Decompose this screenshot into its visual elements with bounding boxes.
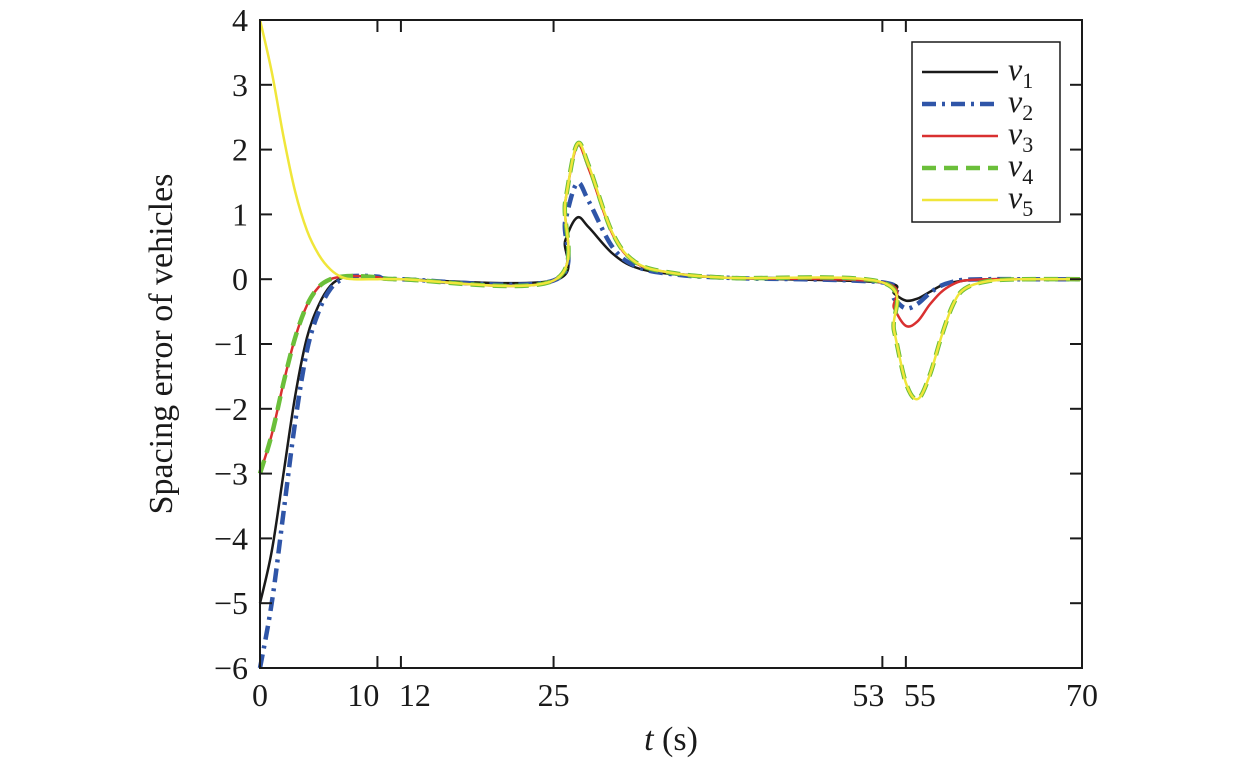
- y-tick-label: −6: [214, 650, 248, 686]
- x-tick-label: 55: [904, 677, 936, 713]
- y-tick-label: 2: [232, 132, 248, 168]
- legend-label-v1: v1: [1008, 51, 1033, 93]
- legend-label-v2: v2: [1008, 83, 1033, 125]
- x-tick-label: 53: [852, 677, 884, 713]
- y-tick-label: −1: [214, 326, 248, 362]
- series-lines: [257, 19, 1083, 669]
- x-tick-label: 10: [347, 677, 379, 713]
- y-tick-label: −2: [214, 391, 248, 427]
- x-tick-label: 0: [252, 677, 268, 713]
- x-tick-label: 70: [1066, 677, 1098, 713]
- x-tick-label: 12: [399, 677, 431, 713]
- legend-label-v3: v3: [1008, 115, 1033, 157]
- x-axis-unit: (s): [654, 721, 698, 758]
- y-tick-labels: 4 3 2 1 0 −1 −2 −3 −4 −5 −6: [214, 2, 248, 686]
- y-axis-label: Spacing error of vehicles: [143, 174, 180, 515]
- y-tick-label: −3: [214, 456, 248, 492]
- legend-box: [911, 41, 1061, 223]
- y-tick-label: 3: [232, 67, 248, 103]
- y-tick-label: 0: [232, 261, 248, 297]
- y-tick-label: −4: [214, 520, 248, 556]
- x-tick-labels: 0 10 12 25 53 55 70: [252, 677, 1098, 713]
- x-axis-label: t (s): [644, 721, 698, 758]
- y-tick-label: 1: [232, 196, 248, 232]
- y-tick-label: 4: [232, 2, 248, 38]
- y-tick-label: −5: [214, 585, 248, 621]
- series-line-v2: [257, 180, 1082, 669]
- ticks: [259, 19, 1083, 669]
- legend-label-v5: v5: [1008, 179, 1033, 221]
- x-axis-variable: t: [644, 721, 655, 758]
- x-tick-label: 25: [538, 677, 570, 713]
- series-line-v5: [258, 19, 1083, 401]
- legend-label-v4: v4: [1008, 147, 1033, 189]
